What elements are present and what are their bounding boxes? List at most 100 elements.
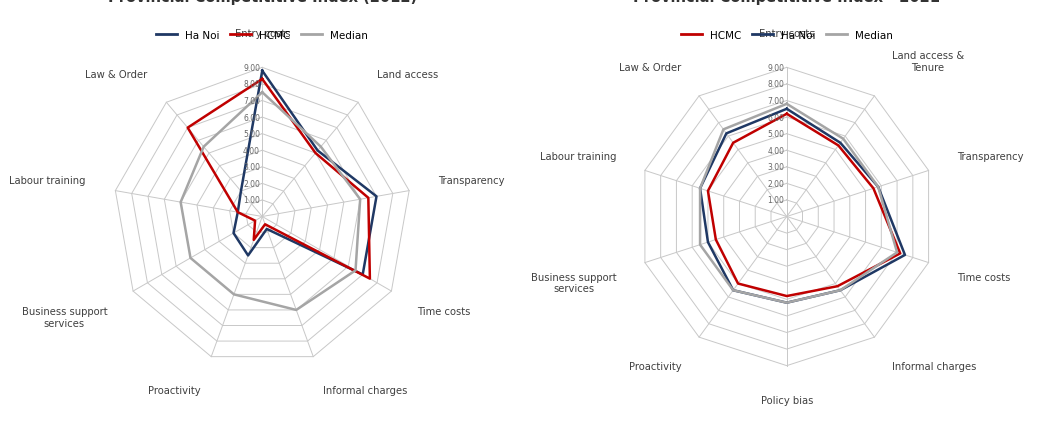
Text: 7.00: 7.00	[243, 97, 260, 106]
Ha Noi	[872, 185, 884, 190]
Text: Informal charges: Informal charges	[892, 362, 977, 372]
HCMC	[256, 77, 269, 82]
HCMC	[780, 112, 793, 117]
Ha Noi	[780, 300, 793, 306]
Text: Transparency: Transparency	[438, 176, 505, 186]
Median	[780, 300, 793, 306]
Median	[228, 292, 240, 297]
Ha Noi	[727, 288, 740, 293]
Median	[718, 128, 730, 133]
Median	[174, 200, 187, 205]
Line: Median: Median	[180, 93, 360, 310]
Median	[693, 243, 706, 248]
Text: Proactivity: Proactivity	[629, 362, 682, 372]
Text: 6.00: 6.00	[768, 113, 785, 122]
HCMC	[181, 126, 194, 131]
Text: Business support
services: Business support services	[531, 272, 617, 294]
Line: HCMC: HCMC	[188, 80, 370, 279]
Median	[834, 288, 847, 293]
HCMC	[364, 276, 377, 282]
Ha Noi	[357, 272, 369, 277]
Ha Noi	[370, 194, 383, 200]
HCMC	[249, 219, 261, 224]
HCMC	[894, 251, 906, 256]
Text: Policy bias: Policy bias	[761, 395, 813, 405]
Median	[891, 250, 903, 255]
HCMC	[362, 196, 374, 201]
Median	[727, 288, 740, 293]
Ha Noi	[834, 141, 847, 146]
Median	[256, 90, 269, 95]
Ha Noi	[232, 210, 244, 215]
Ha Noi	[702, 240, 714, 245]
Legend: Ha Noi, HCMC, Median: Ha Noi, HCMC, Median	[152, 26, 372, 45]
Ha Noi	[235, 189, 248, 194]
Ha Noi	[693, 186, 706, 191]
Median	[872, 185, 884, 190]
Median	[780, 102, 793, 107]
Text: 4.00: 4.00	[768, 146, 785, 155]
Ha Noi	[780, 107, 793, 112]
Median	[185, 256, 197, 261]
Median	[354, 197, 366, 202]
Ha Noi	[834, 288, 847, 293]
Text: 9.00: 9.00	[768, 64, 785, 72]
Median	[837, 137, 850, 142]
HCMC	[868, 186, 880, 191]
HCMC	[256, 77, 269, 82]
HCMC	[248, 238, 260, 243]
Text: Law & Order: Law & Order	[85, 70, 147, 80]
Median	[349, 268, 362, 273]
Ha Noi	[312, 148, 324, 154]
Ha Noi	[780, 107, 793, 112]
HCMC	[780, 112, 793, 117]
Text: Time costs: Time costs	[418, 306, 471, 316]
HCMC	[727, 141, 740, 146]
Text: 8.00: 8.00	[768, 80, 785, 89]
Text: 5.00: 5.00	[768, 130, 785, 139]
Text: 3.00: 3.00	[243, 163, 260, 172]
Text: Business support
services: Business support services	[22, 306, 107, 328]
HCMC	[259, 222, 272, 227]
Text: Law & Order: Law & Order	[619, 62, 682, 72]
Text: 2.00: 2.00	[243, 179, 260, 188]
Ha Noi	[256, 69, 269, 74]
Ha Noi	[241, 253, 254, 258]
Text: Proactivity: Proactivity	[148, 385, 201, 395]
HCMC	[732, 281, 745, 286]
Line: HCMC: HCMC	[708, 115, 900, 296]
Text: Labour training: Labour training	[9, 176, 86, 186]
Ha Noi	[228, 231, 240, 236]
Text: Provincial Competititive Index - 2021: Provincial Competititive Index - 2021	[634, 0, 940, 4]
Text: Time costs: Time costs	[957, 272, 1010, 282]
Ha Noi	[260, 227, 273, 232]
Legend: HCMC, Ha Noi, Median: HCMC, Ha Noi, Median	[677, 26, 897, 45]
Line: Ha Noi: Ha Noi	[700, 109, 905, 303]
Text: 2.00: 2.00	[768, 179, 785, 188]
Text: Informal charges: Informal charges	[323, 385, 408, 395]
Ha Noi	[720, 132, 732, 137]
Text: 8.00: 8.00	[243, 80, 260, 89]
HCMC	[709, 237, 722, 243]
Text: 7.00: 7.00	[768, 97, 785, 106]
Text: Land access &
Tenure: Land access & Tenure	[892, 51, 964, 72]
Line: Median: Median	[700, 105, 897, 303]
Text: 5.00: 5.00	[243, 130, 260, 139]
Median	[780, 102, 793, 107]
HCMC	[832, 144, 844, 149]
Ha Noi	[256, 69, 269, 74]
Median	[693, 186, 706, 191]
Median	[290, 308, 302, 313]
Median	[256, 90, 269, 95]
HCMC	[780, 294, 793, 299]
Line: Ha Noi: Ha Noi	[234, 72, 377, 275]
Text: 1.00: 1.00	[243, 196, 260, 205]
Text: 1.00: 1.00	[768, 196, 785, 205]
Text: Labour training: Labour training	[540, 152, 617, 162]
Ha Noi	[899, 253, 912, 258]
Text: Entry costs: Entry costs	[235, 29, 290, 39]
HCMC	[232, 210, 244, 215]
Text: 4.00: 4.00	[243, 146, 260, 155]
Median	[197, 145, 210, 150]
Text: 9.00: 9.00	[243, 64, 260, 72]
